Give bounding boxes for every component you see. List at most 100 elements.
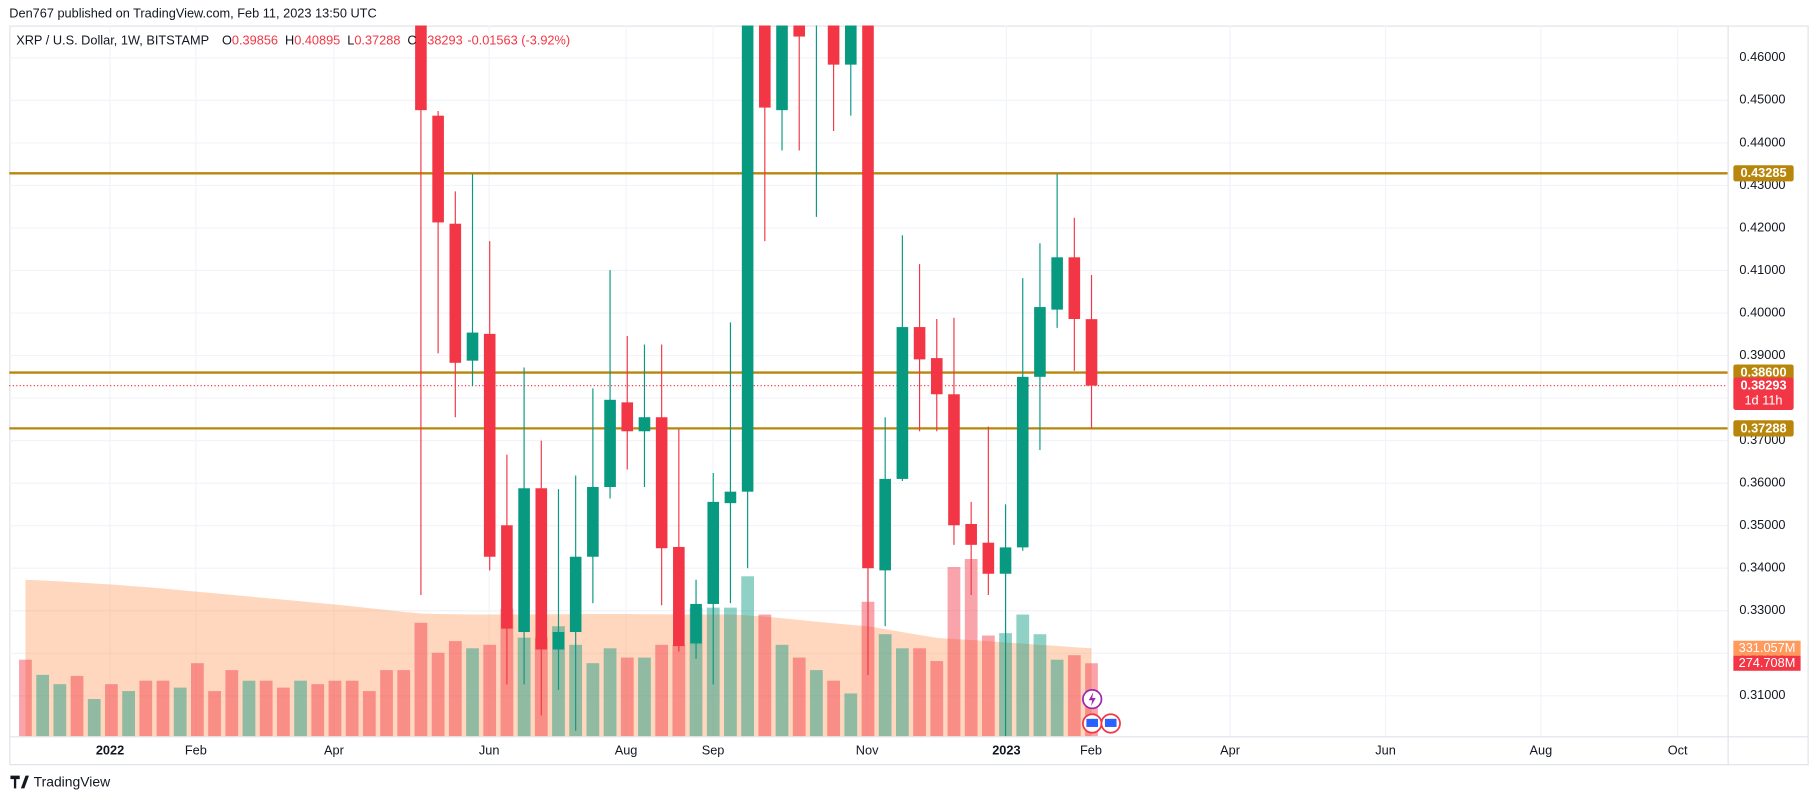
volume-bar (173, 687, 187, 737)
candle-body (776, 25, 788, 111)
volume-bar (913, 648, 926, 737)
volume-tag-label: 274.708M (1739, 655, 1796, 670)
volume-bar (947, 566, 961, 737)
candle-body (707, 501, 720, 604)
volume-bar (276, 687, 290, 737)
volume-bar (586, 663, 600, 737)
candle-body (690, 603, 702, 644)
candle-body (741, 25, 754, 492)
candle-body (655, 417, 668, 549)
x-tick-label: Feb (185, 743, 207, 758)
volume-bar (208, 691, 221, 737)
y-tick-label: 0.44000 (1739, 134, 1785, 149)
volume-bar (896, 648, 909, 737)
volume-bar (930, 661, 944, 737)
y-tick-label: 0.46000 (1739, 49, 1785, 64)
y-tick-label: 0.41000 (1739, 262, 1785, 277)
volume-bar (345, 680, 359, 737)
volume-bar (775, 644, 789, 737)
x-tick-label: Oct (1668, 743, 1688, 758)
volume-bar (397, 670, 411, 737)
event-icon-glyph (1088, 692, 1096, 707)
volume-bar (19, 659, 32, 737)
volume-bar (122, 691, 135, 737)
volume-bar (70, 675, 84, 737)
y-tick-label: 0.31000 (1739, 687, 1785, 702)
volume-bar (431, 652, 445, 737)
volume-bar (448, 641, 462, 737)
candle-body (793, 25, 806, 37)
volume-bar (981, 635, 995, 737)
x-tick-label: Jun (1375, 743, 1396, 758)
legend-change: -0.01563 (-3.92%) (467, 33, 570, 48)
candle-body (1051, 257, 1063, 310)
volume-bar (242, 680, 256, 737)
current-price-tag (1733, 377, 1794, 410)
volume-bar (225, 670, 239, 737)
volume-bar (362, 691, 376, 737)
chart-frame (9, 25, 1809, 766)
volume-bar (878, 634, 892, 737)
x-tick-label: 2022 (96, 743, 124, 758)
candle-body (879, 478, 891, 571)
legend-value: 0.40895 (294, 33, 340, 48)
candle-body (948, 394, 960, 526)
volume-bar (466, 648, 479, 737)
candle-body (1068, 257, 1081, 319)
volume-bar (105, 684, 118, 737)
legend-value: 0.37288 (354, 33, 400, 48)
level-tag-label: 0.43285 (1740, 165, 1786, 180)
candle-body (827, 25, 840, 65)
y-tick-label: 0.34000 (1739, 560, 1785, 575)
candle-body (862, 25, 874, 569)
candle-body (518, 488, 530, 633)
volume-bar (603, 648, 617, 737)
brand: TradingView (10, 773, 111, 789)
volume-bar (311, 684, 325, 737)
y-tick-label: 0.45000 (1739, 92, 1785, 107)
candle-body (896, 327, 909, 479)
y-tick-label: 0.35000 (1739, 517, 1785, 532)
volume-bar (827, 680, 840, 737)
volume-bar (655, 644, 669, 737)
legend-key: C (407, 33, 416, 48)
candle-body (913, 327, 926, 360)
candle-body (483, 333, 496, 557)
legend-value: 0.39856 (232, 33, 278, 48)
candle-body (535, 488, 548, 650)
volume-bar (156, 680, 170, 737)
candle-body (965, 523, 977, 545)
legend-key: H (285, 33, 294, 48)
volume-tag-label: 331.057M (1739, 640, 1796, 655)
candle-body (759, 25, 771, 108)
x-tick-label: Nov (856, 743, 879, 758)
candle-body (999, 547, 1012, 574)
legend: XRP / U.S. Dollar, 1W, BITSTAMP O0.39856… (16, 33, 570, 48)
x-tick-label: Feb (1080, 743, 1102, 758)
volume-bar (672, 644, 686, 737)
volume-tag (1733, 655, 1801, 671)
volume-bar (844, 693, 858, 737)
volume-bar (724, 607, 737, 737)
flag-glyph (1104, 718, 1117, 727)
y-tick-label: 0.36000 (1739, 475, 1785, 490)
level-tag (1733, 364, 1794, 381)
level-tag-label: 0.37288 (1740, 420, 1786, 435)
y-tick-label: 0.40000 (1739, 304, 1785, 319)
volume-bar (191, 663, 204, 737)
volume-bar (638, 657, 651, 737)
candle-body (621, 402, 634, 432)
level-tag (1733, 165, 1794, 182)
volume-bar (328, 680, 342, 737)
candle-body (982, 542, 995, 574)
volume-bar (620, 657, 634, 737)
candle-body (501, 525, 513, 629)
x-tick-label: Sep (702, 743, 725, 758)
published-note: Den767 published on TradingView.com, Feb… (9, 5, 376, 20)
volume-bar (1016, 614, 1030, 737)
candle-body (432, 115, 444, 223)
volume-bar (1050, 659, 1064, 737)
